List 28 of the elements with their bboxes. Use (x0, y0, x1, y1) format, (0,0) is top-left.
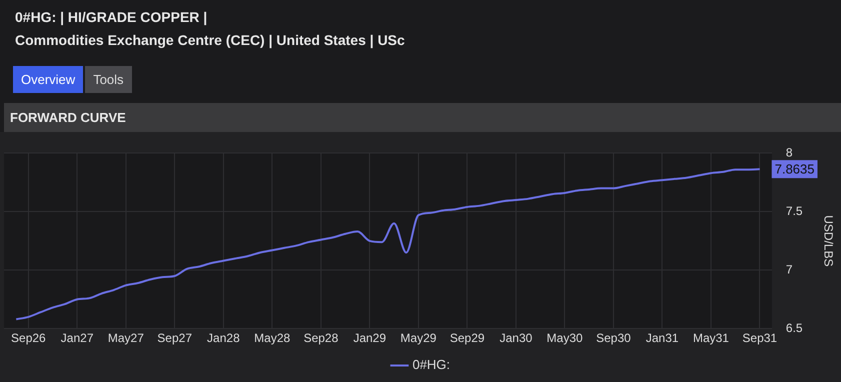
x-tick-label: Sep27 (157, 331, 192, 346)
x-tick-label: May29 (400, 331, 437, 346)
x-tick-label: Sep26 (11, 331, 46, 346)
x-tick-label: Sep29 (450, 331, 485, 346)
x-tick-label: Sep28 (304, 331, 339, 346)
chart-title: 0#HG: | HI/GRADE COPPER | Commodities Exchange Centre (CEC) | United States | USc (15, 8, 405, 50)
x-tick-label: Jan31 (646, 331, 679, 346)
x-tick-label: Jan29 (353, 331, 386, 346)
y-axis-title: USD/LBS (821, 215, 836, 267)
x-tick-label: Jan28 (207, 331, 240, 346)
legend-label: 0#HG: (412, 357, 450, 372)
x-tick-label: May30 (546, 331, 584, 346)
text: Overview (13, 66, 84, 93)
text: Tools (85, 66, 132, 93)
x-tick-label: May27 (108, 331, 144, 346)
line-series (15, 168, 761, 320)
x-tick-label: Jan27 (60, 331, 94, 346)
y-tick-label: 7.5 (786, 204, 803, 218)
x-tick-label: Sep31 (742, 331, 778, 346)
annotation: 7.8635 (774, 162, 814, 177)
y-tick-label: 6.5 (786, 320, 803, 335)
x-tick-label: May28 (254, 331, 290, 346)
chart-subtitle: FORWARD CURVE (4, 103, 841, 132)
x-tick-label: Jan30 (500, 331, 533, 346)
x-tick-label: May31 (692, 331, 730, 346)
y-tick-label: 7 (786, 262, 793, 276)
y-tick-label: 8 (786, 146, 793, 160)
x-tick-label: Sep30 (596, 331, 632, 346)
